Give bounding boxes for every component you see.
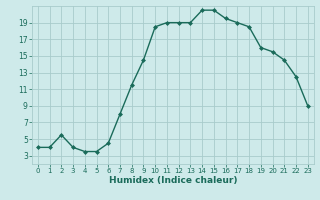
X-axis label: Humidex (Indice chaleur): Humidex (Indice chaleur) [108,176,237,185]
